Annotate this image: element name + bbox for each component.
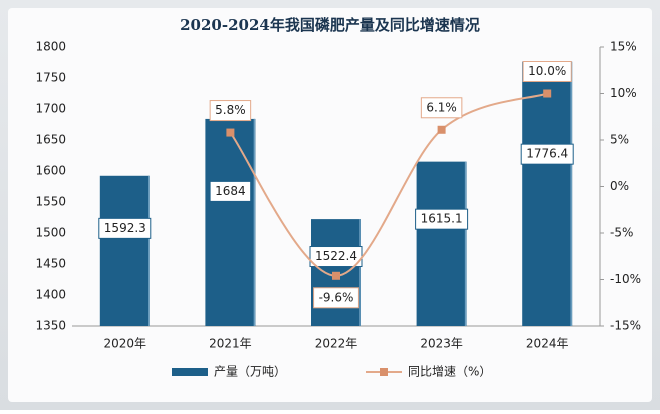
y-tick-label: 1400 (35, 288, 66, 302)
y-tick-label: 1650 (35, 133, 66, 147)
line-value-label: 5.8% (215, 103, 246, 117)
bar-value-label-box (209, 180, 252, 202)
y-tick-label: 1600 (35, 164, 66, 178)
bar (205, 118, 256, 326)
y2-tick-label: 0% (610, 179, 629, 193)
bar-value-label-box (520, 143, 574, 165)
panel (8, 8, 652, 402)
line-value-label-box (313, 287, 359, 309)
y-tick-label: 1500 (35, 226, 66, 240)
y2-tick-label: -15% (610, 319, 641, 333)
y2-tick-label: 10% (610, 86, 637, 100)
bar-value-label: 1684 (215, 184, 246, 198)
y2-tick-label: 15% (610, 40, 637, 54)
bar-value-label-box (415, 208, 469, 230)
bar (416, 161, 467, 326)
line-value-label: 10.0% (528, 64, 566, 78)
line-marker (226, 128, 235, 137)
line-value-label-box (420, 97, 463, 119)
chart-title: 2020-2024年我国磷肥产量及同比增速情况 (180, 16, 480, 34)
y-tick-label: 1450 (35, 257, 66, 271)
bar-value-label-box (98, 217, 152, 239)
legend-label: 同比增速（%） (408, 365, 491, 379)
line-marker (332, 271, 340, 280)
x-tick-label: 2023年 (420, 337, 463, 351)
y2-tick-label: -5% (610, 226, 633, 240)
line-value-label-box (522, 61, 572, 82)
y-tick-label: 1700 (35, 102, 66, 116)
bar-value-label: 1615.1 (421, 212, 463, 226)
x-tick-label: 2021年 (209, 337, 252, 351)
bar (522, 61, 573, 327)
y2-tick-label: -10% (610, 272, 641, 286)
line-value-label-box (209, 100, 252, 122)
legend-label: 产量（万吨） (214, 365, 286, 379)
x-tick-label: 2020年 (104, 337, 147, 351)
bar-value-label: 1592.3 (104, 221, 146, 235)
line-value-label: -9.6% (319, 290, 354, 304)
y-tick-label: 1750 (35, 71, 66, 85)
bar (99, 175, 150, 326)
line-value-label: 6.1% (426, 100, 457, 114)
x-tick-label: 2024年 (526, 337, 569, 351)
bar-value-label: 1522.4 (315, 249, 357, 263)
line (229, 92, 548, 277)
y-tick-label: 1800 (35, 40, 66, 54)
x-tick-label: 2022年 (315, 337, 358, 351)
legend-swatch (380, 368, 388, 376)
y2-tick-label: 5% (610, 133, 629, 147)
line-marker (543, 89, 552, 98)
legend-swatch (172, 368, 208, 376)
bar-value-label: 1776.4 (526, 147, 568, 161)
line-marker (437, 125, 446, 134)
y-tick-label: 1550 (35, 195, 66, 209)
y-tick-label: 1350 (35, 319, 66, 333)
